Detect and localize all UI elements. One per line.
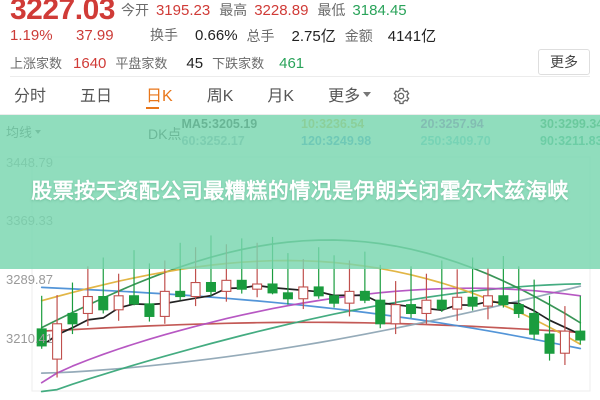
quote-field-amount: 金额 4141亿 bbox=[345, 25, 436, 46]
tab-monthly-k[interactable]: 月K bbox=[267, 82, 294, 109]
quote-field-high-value: 3228.89 bbox=[254, 2, 309, 19]
quote-field-decliners-value: 461 bbox=[279, 54, 305, 72]
quote-field-volume: 总手 2.75亿 bbox=[247, 25, 336, 46]
change-absolute: 37.99 bbox=[76, 26, 114, 44]
quote-field-turnover-value: 0.66% bbox=[195, 27, 238, 44]
quote-header: 3227.03 今开 3195.23 最高 3228.89 最低 3184.45… bbox=[0, 0, 600, 77]
gear-icon[interactable] bbox=[391, 86, 411, 106]
watermark-text: 股票按天资配公司最糟糕的情况是伊朗关闭霍尔木兹海峡 bbox=[31, 180, 569, 203]
quote-field-amount-label: 金额 bbox=[344, 27, 373, 44]
quote-field-unchanged-value: 45 bbox=[186, 54, 204, 72]
tab-five-day[interactable]: 五日 bbox=[80, 82, 112, 109]
quote-row-change: 1.19% 37.99 换手 0.66% 总手 2.75亿 金额 4141亿 bbox=[10, 22, 590, 48]
quote-field-turnover-label: 换手 bbox=[150, 27, 178, 43]
tab-daily-k-label: 日K bbox=[146, 88, 173, 105]
quote-field-decliners-label: 下跌家数 bbox=[212, 55, 265, 71]
tab-intraday[interactable]: 分时 bbox=[14, 82, 46, 109]
tab-more[interactable]: 更多 bbox=[328, 82, 372, 109]
index-price: 3227.03 bbox=[10, 0, 115, 26]
tab-weekly-k-label: 周K bbox=[206, 88, 234, 105]
candlestick-chart[interactable]: 3448.79 3369.33 3289.87 3210.41 股票按天资配公司… bbox=[0, 115, 600, 397]
quote-row-price: 3227.03 今开 3195.23 最高 3228.89 最低 3184.45 bbox=[10, 0, 590, 26]
change-percent: 1.19% bbox=[10, 26, 53, 44]
quote-field-unchanged: 平盘家数 45 bbox=[115, 53, 203, 72]
quote-field-advancers: 上涨家数 1640 bbox=[10, 53, 106, 72]
chart-period-tabbar: 分时 五日 日K 周K 月K 更多 bbox=[0, 77, 600, 115]
quote-field-volume-label: 总手 bbox=[246, 27, 275, 44]
quote-field-turnover: 换手 0.66% bbox=[150, 25, 238, 45]
quote-field-low-label: 最低 bbox=[317, 2, 346, 18]
tab-active-underline bbox=[146, 107, 159, 109]
watermark-overlay: 股票按天资配公司最糟糕的情况是伊朗关闭霍尔木兹海峡 bbox=[0, 115, 600, 269]
quote-field-open-label: 今开 bbox=[120, 2, 149, 18]
quote-field-low-value: 3184.45 bbox=[352, 2, 407, 19]
tab-five-day-label: 五日 bbox=[80, 88, 113, 105]
quote-field-amount-value: 4141亿 bbox=[387, 27, 437, 45]
tab-intraday-label: 分时 bbox=[14, 88, 47, 105]
more-quote-button[interactable]: 更多 bbox=[538, 49, 590, 75]
quote-field-unchanged-label: 平盘家数 bbox=[115, 55, 168, 71]
tab-daily-k[interactable]: 日K bbox=[146, 82, 173, 109]
chevron-down-icon bbox=[363, 91, 372, 97]
quote-field-volume-value: 2.75亿 bbox=[291, 27, 336, 45]
quote-field-decliners: 下跌家数 461 bbox=[212, 53, 304, 72]
tab-weekly-k[interactable]: 周K bbox=[207, 82, 234, 109]
quote-field-open: 今开 3195.23 bbox=[121, 0, 210, 20]
quote-field-low: 最低 3184.45 bbox=[317, 0, 406, 20]
quote-field-high: 最高 3228.89 bbox=[219, 0, 308, 20]
tab-more-label: 更多 bbox=[328, 88, 361, 105]
quote-field-advancers-label: 上涨家数 bbox=[10, 55, 63, 71]
quote-field-open-value: 3195.23 bbox=[155, 2, 211, 19]
quote-row-breadth: 上涨家数 1640 平盘家数 45 下跌家数 461 更多 bbox=[10, 48, 590, 77]
quote-field-advancers-value: 1640 bbox=[73, 54, 107, 72]
quote-field-high-label: 最高 bbox=[219, 2, 248, 18]
tab-monthly-k-label: 月K bbox=[267, 88, 295, 105]
